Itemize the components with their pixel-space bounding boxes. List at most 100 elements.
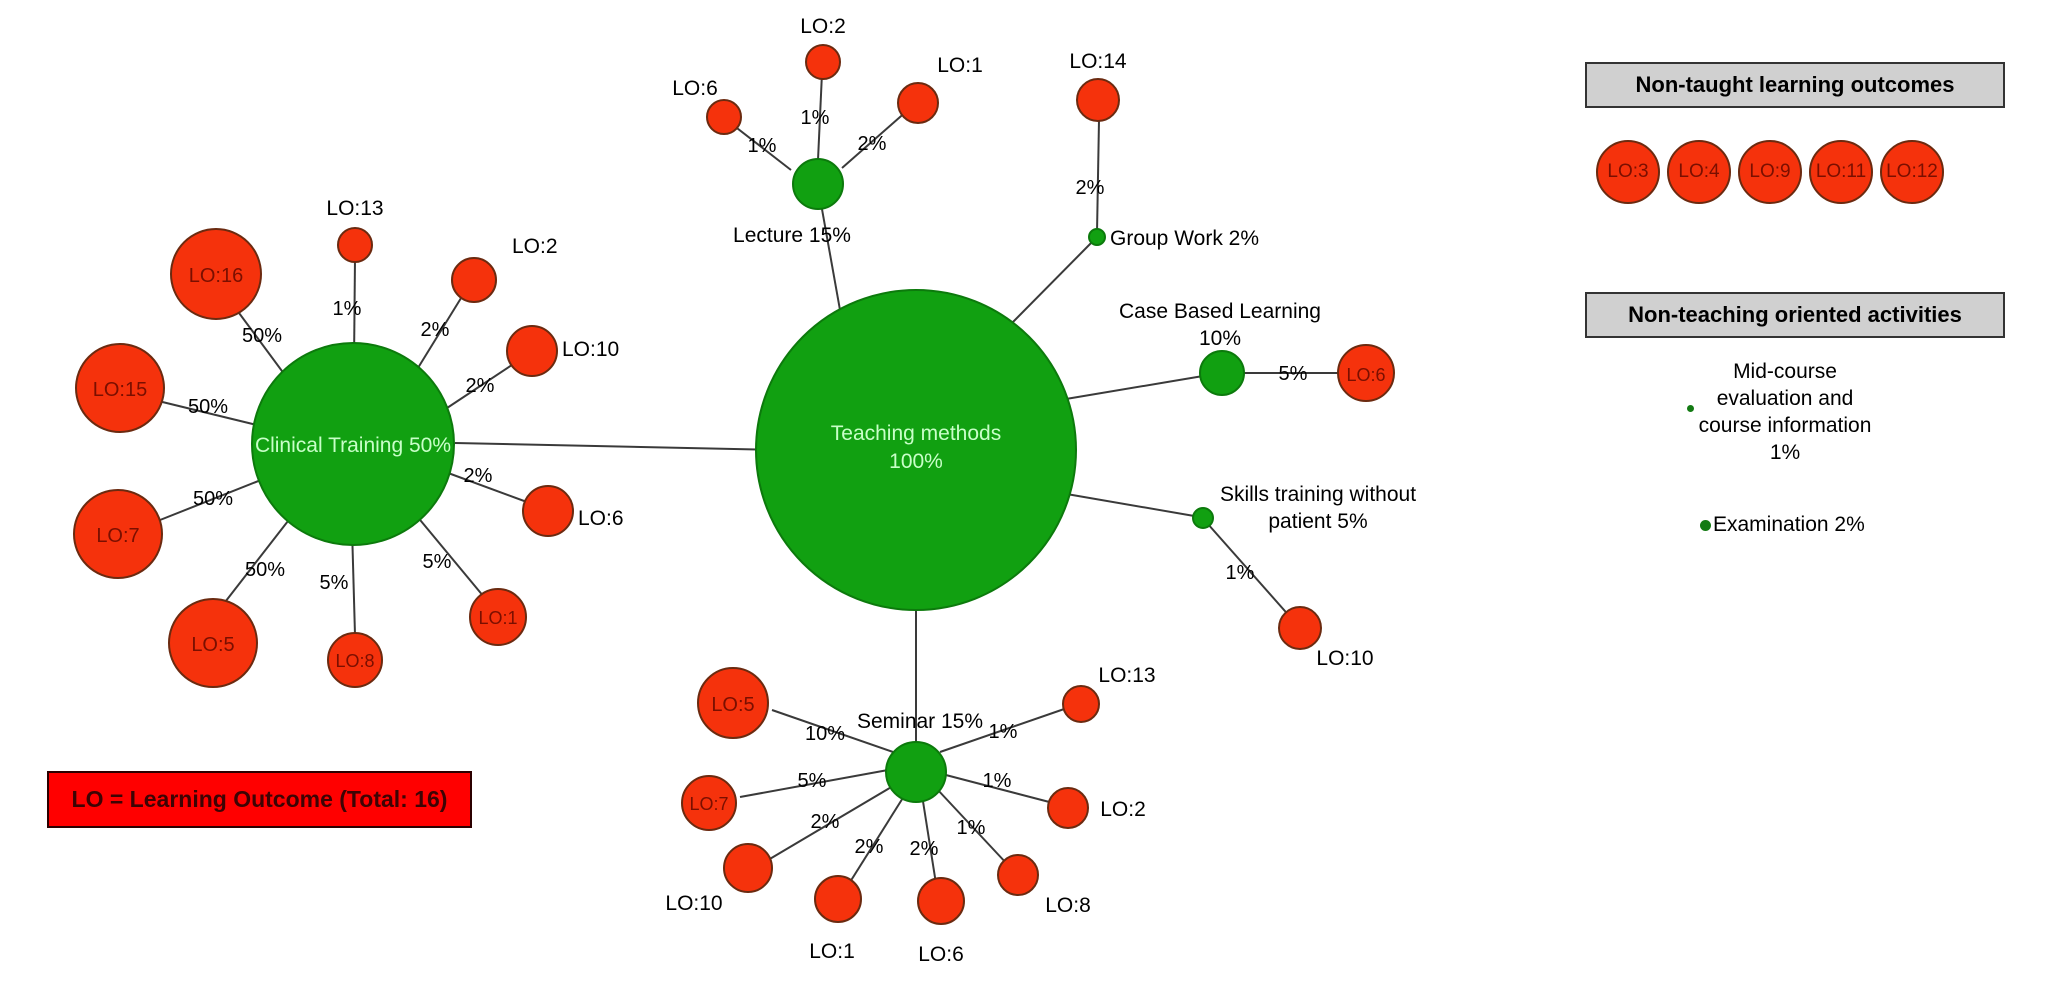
edge-hub-groupwork — [1009, 236, 1098, 326]
lo-node-sem-lo13[interactable]: LO:13 — [1062, 664, 1156, 723]
seminar-label: Seminar 15% — [857, 710, 983, 733]
edge-sem-lo5 — [771, 709, 894, 753]
node-skills-training[interactable]: Skills training without patient 5% — [1192, 483, 1416, 533]
skills-lo-nodes: LO:10 1% — [1226, 562, 1374, 670]
edge-ct-lo5 — [221, 511, 296, 607]
edge-weight-sem-lo10: 2% — [811, 811, 840, 833]
skills-edges — [1206, 522, 1293, 620]
edge-hub-skills — [1054, 491, 1201, 518]
edge-weight-lec-lo1: 2% — [858, 133, 887, 155]
lo-node-lec-lo1[interactable]: LO:1 — [897, 54, 983, 124]
lo-node-sem-lo8[interactable]: LO:8 — [997, 854, 1091, 917]
edge-hub-cbl — [1059, 373, 1216, 401]
node-teaching-methods[interactable]: Teaching methods 100% — [755, 289, 1077, 611]
lo-label-cbl-lo6: LO:6 — [1346, 365, 1385, 385]
edge-weight-ct-lo16: 50% — [242, 325, 282, 347]
hub-label-line2: 100% — [889, 450, 943, 473]
lo-node-sem-lo7[interactable]: LO:7 — [681, 775, 737, 831]
edge-weight-ct-lo13: 1% — [333, 298, 362, 320]
edge-weight-ct-lo15: 50% — [188, 396, 228, 418]
lo-node-gw-lo14[interactable]: LO:14 — [1069, 50, 1127, 122]
edge-lec-lo1 — [841, 109, 909, 169]
cbl-label-line2: 10% — [1199, 327, 1241, 350]
lo-node-sem-lo6[interactable]: LO:6 — [917, 877, 965, 966]
clinical-training-edge-labels: 50% 50% 50% 50% 5% 5% 2% 2% 2% 1% — [188, 298, 495, 594]
edge-weight-ct-lo2: 2% — [421, 319, 450, 341]
lo-node-sem-lo1[interactable]: LO:1 — [809, 875, 862, 963]
edge-weight-gw-lo14: 2% — [1076, 177, 1105, 199]
lo-node-ct-lo1[interactable]: LO:1 — [469, 588, 527, 646]
legend-lo-chip-label: LO:11 — [1815, 161, 1867, 182]
examination-node-dot — [1700, 519, 1711, 531]
lo-node-ct-lo6[interactable]: LO:6 — [522, 485, 624, 537]
edge-ct-lo2 — [412, 289, 467, 377]
lo-key-label: LO = Learning Outcome (Total: 16) — [71, 786, 448, 812]
legend-lo-chip[interactable]: LO:4 — [1667, 140, 1731, 204]
legend-lo-chip[interactable]: LO:11 — [1809, 140, 1873, 204]
clinical-training-label: Clinical Training 50% — [255, 434, 451, 457]
lo-node-lec-lo2[interactable]: LO:2 — [800, 15, 846, 80]
legend-lo-chip-label: LO:9 — [1749, 161, 1791, 182]
edge-st-lo10 — [1206, 522, 1293, 620]
lo-label-ct-lo8: LO:8 — [335, 651, 374, 671]
node-case-based-learning[interactable]: Case Based Learning 10% — [1119, 300, 1321, 396]
edge-weight-st-lo10: 1% — [1226, 562, 1255, 584]
non-teaching-item-examination[interactable]: Examination 2% — [1700, 513, 1865, 537]
group-work-lo-nodes: LO:14 2% — [1069, 50, 1127, 199]
cbl-label-line1: Case Based Learning — [1119, 300, 1321, 323]
edge-ct-lo10 — [440, 356, 525, 413]
edge-sem-lo7 — [739, 769, 889, 798]
legend-lo-chip-label: LO:3 — [1607, 161, 1649, 182]
node-seminar[interactable]: Seminar 15% — [857, 710, 983, 803]
lo-label-ct-lo6: LO:6 — [578, 507, 624, 530]
lo-label-sem-lo10: LO:10 — [665, 892, 722, 915]
edge-weight-sem-lo8: 1% — [957, 817, 986, 839]
lo-node-ct-lo10[interactable]: LO:10 — [506, 325, 619, 377]
edge-ct-lo1 — [410, 508, 490, 604]
lo-node-ct-lo13[interactable]: LO:13 — [326, 197, 384, 263]
lo-node-ct-lo7[interactable]: LO:7 — [73, 489, 163, 579]
edge-sem-lo6 — [921, 794, 938, 891]
legend-non-teaching-title: Non-teaching oriented activities — [1628, 302, 1962, 327]
lo-label-ct-lo7: LO:7 — [96, 525, 139, 547]
lo-label-ct-lo13: LO:13 — [326, 197, 383, 220]
legend-non-teaching-header: Non-teaching oriented activities — [1585, 292, 2005, 338]
lo-node-sem-lo10[interactable]: LO:10 — [665, 843, 773, 915]
lo-node-lec-lo6[interactable]: LO:6 — [672, 77, 742, 135]
lo-label-lec-lo6: LO:6 — [672, 77, 718, 100]
legend-lo-chip[interactable]: LO:3 — [1596, 140, 1660, 204]
edge-hub-lecture — [819, 197, 841, 311]
lo-label-sem-lo5: LO:5 — [711, 694, 754, 716]
lecture-label: Lecture 15% — [733, 224, 851, 247]
lo-node-st-lo10[interactable]: LO:10 — [1278, 606, 1374, 670]
lo-node-sem-lo2[interactable]: LO:2 — [1047, 787, 1146, 829]
lo-node-ct-lo15[interactable]: LO:15 — [75, 343, 165, 433]
edge-weight-cbl-lo6: 5% — [1279, 363, 1308, 385]
lo-node-cbl-lo6[interactable]: LO:6 — [1337, 344, 1395, 402]
lo-node-ct-lo2[interactable]: LO:2 — [451, 235, 558, 303]
legend-lo-chip[interactable]: LO:9 — [1738, 140, 1802, 204]
legend-lo-chip[interactable]: LO:12 — [1880, 140, 1944, 204]
lo-node-ct-lo5[interactable]: LO:5 — [168, 598, 258, 688]
legend-lo-chip-label: LO:4 — [1678, 161, 1720, 182]
examination-label: Examination 2% — [1713, 513, 1865, 536]
non-teaching-item-midcourse[interactable]: Mid-course evaluation and course informa… — [1660, 358, 1910, 466]
legend-non-taught-items: LO:3 LO:4 LO:9 LO:11 LO:12 — [1596, 140, 1944, 204]
edge-hub-clinical — [454, 442, 781, 451]
edge-sem-lo8 — [936, 788, 1009, 866]
edge-weight-sem-lo13: 1% — [989, 721, 1018, 743]
node-clinical-training[interactable]: Clinical Training 50% — [251, 342, 455, 546]
lo-label-gw-lo14: LO:14 — [1069, 50, 1127, 73]
edge-ct-lo7 — [154, 477, 267, 523]
node-lecture[interactable]: Lecture 15% — [733, 158, 851, 247]
node-group-work[interactable]: Group Work 2% — [1088, 227, 1259, 250]
edge-weight-ct-lo6: 2% — [464, 465, 493, 487]
legend-non-taught-header: Non-taught learning outcomes — [1585, 62, 2005, 108]
edge-weight-ct-lo8: 5% — [320, 572, 349, 594]
midcourse-line4: 1% — [1769, 441, 1801, 464]
lo-node-sem-lo5[interactable]: LO:5 — [697, 667, 769, 739]
lo-node-ct-lo8[interactable]: LO:8 — [327, 632, 383, 688]
lo-label-sem-lo13: LO:13 — [1098, 664, 1155, 687]
lo-node-ct-lo16[interactable]: LO:16 — [170, 228, 262, 320]
